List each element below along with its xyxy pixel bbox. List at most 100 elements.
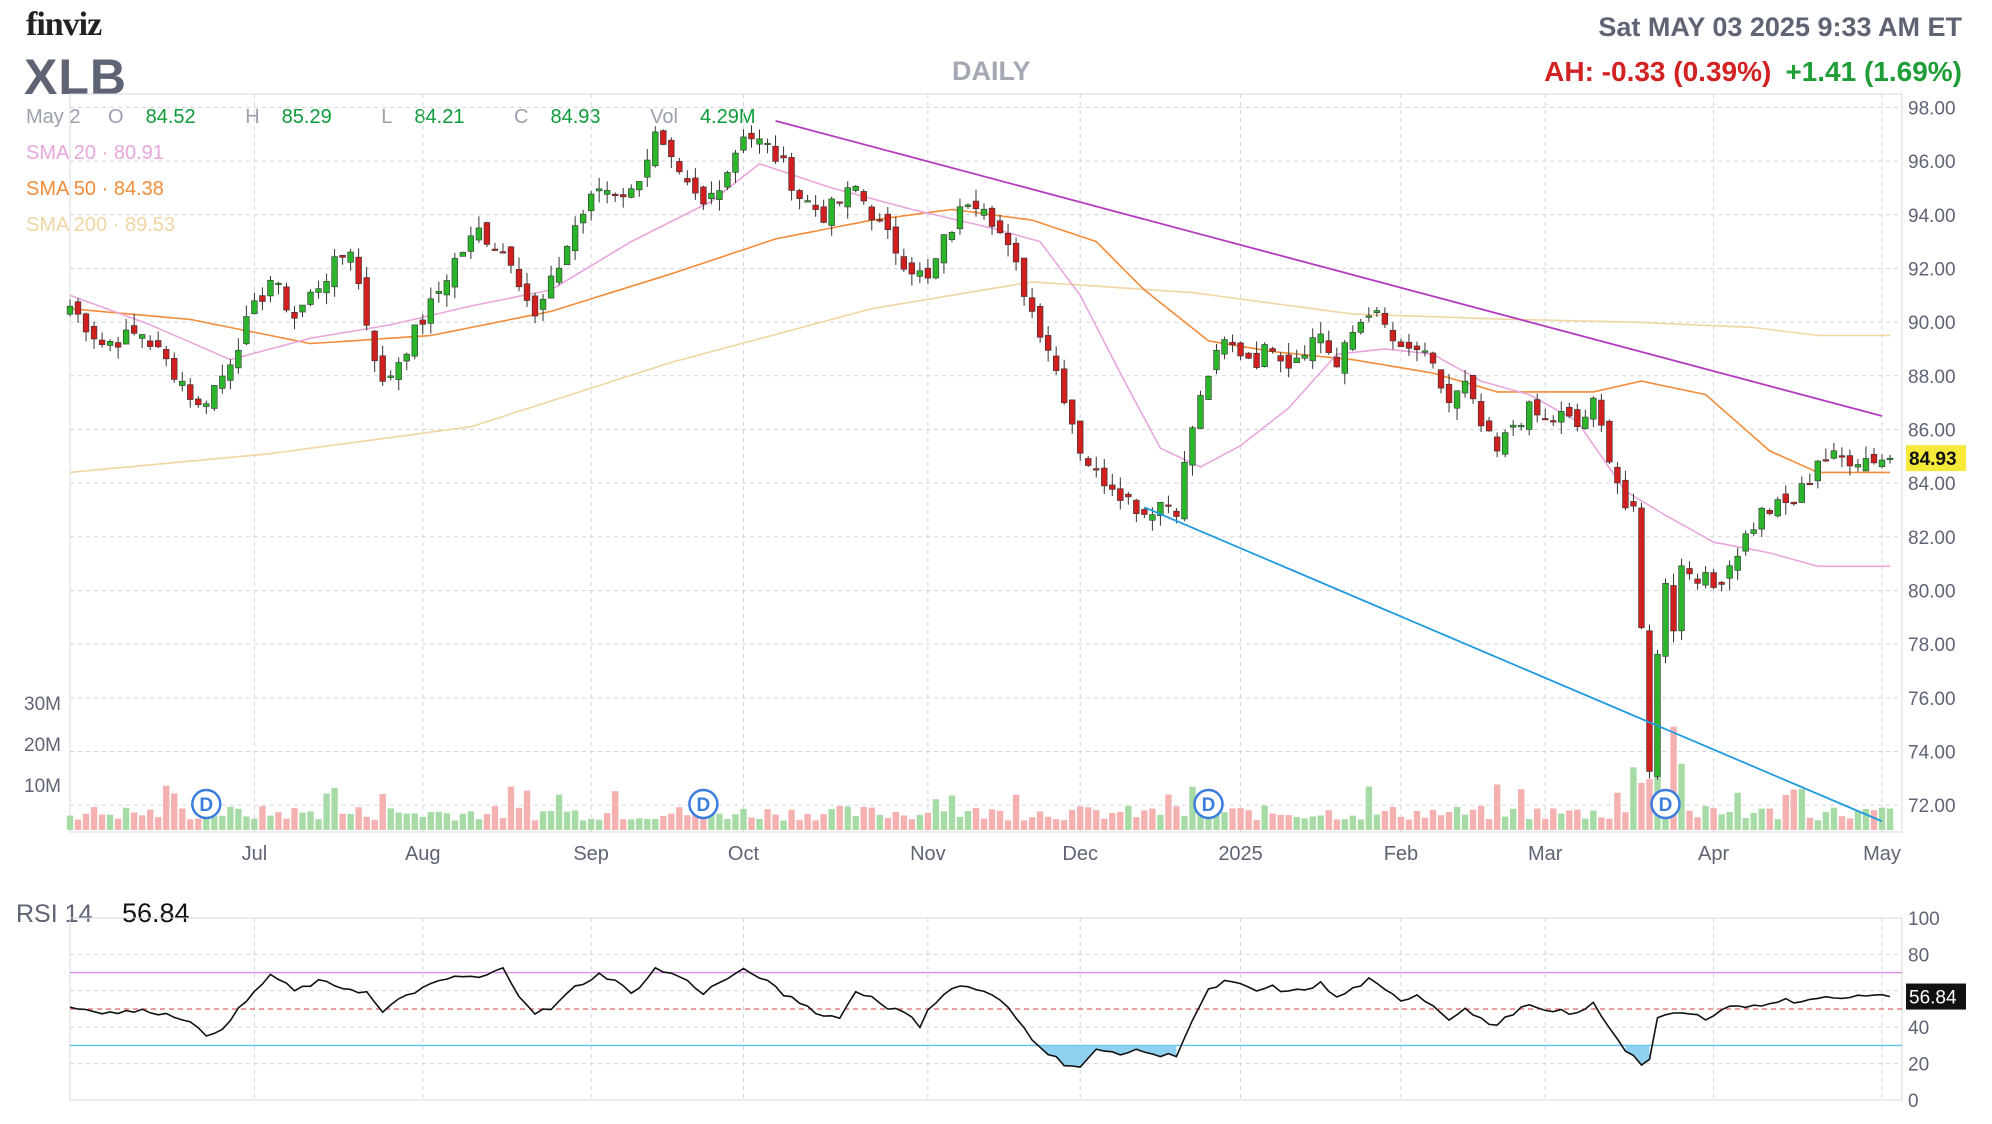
volume-bar <box>163 785 170 830</box>
price-tick-label: 88.00 <box>1908 367 1956 388</box>
candle-body <box>1245 352 1252 359</box>
volume-bar <box>331 787 338 830</box>
volume-bar <box>1028 817 1036 830</box>
candle-body <box>1614 466 1621 484</box>
volume-bar <box>980 818 988 830</box>
volume-bar <box>1221 812 1228 830</box>
volume-bar <box>1830 807 1838 830</box>
volume-bar <box>1710 808 1717 830</box>
volume-bar <box>692 813 699 830</box>
volume-bar <box>587 818 595 830</box>
volume-bar <box>1101 818 1108 830</box>
candle-body <box>1702 572 1709 586</box>
candle-body <box>1269 348 1276 352</box>
ohlc-close: C 84.93 <box>514 106 623 128</box>
price-tick-label: 82.00 <box>1908 528 1956 549</box>
candle-body <box>283 286 290 311</box>
candle-body <box>267 279 274 297</box>
volume-bar <box>419 816 426 830</box>
candle-body <box>1141 509 1148 515</box>
candle-body <box>732 152 739 173</box>
candle-body <box>1606 420 1613 463</box>
candle-body <box>90 326 98 340</box>
candle-body <box>187 384 194 400</box>
volume-bar <box>940 811 948 830</box>
candle-body <box>1253 352 1260 368</box>
volume-bar <box>756 819 763 830</box>
candle-body <box>363 277 370 326</box>
candle-body <box>1846 455 1854 467</box>
volume-bar <box>1678 763 1685 830</box>
candle-body <box>371 330 378 362</box>
candle-body <box>275 282 282 285</box>
volume-bar <box>708 811 715 830</box>
candle-body <box>1117 488 1124 501</box>
candle-body <box>1165 504 1172 507</box>
volume-bar <box>924 812 932 830</box>
candle-body <box>1389 329 1397 342</box>
candle-body <box>1566 406 1573 417</box>
candle-body <box>1012 242 1020 263</box>
volume-bar <box>1253 819 1260 830</box>
price-change: AH: -0.33 (0.39%) +1.41 (1.69%) <box>1544 56 1962 88</box>
ohlc-date: May 2 <box>26 106 81 128</box>
trendline-lower <box>1144 506 1883 823</box>
candle-body <box>499 251 507 254</box>
candle-body <box>916 270 924 277</box>
volume-bar <box>1485 819 1493 830</box>
finviz-logo[interactable]: finviz <box>26 6 102 43</box>
volume-bar <box>483 814 491 830</box>
candle-body <box>980 208 988 216</box>
low-value: 84.21 <box>414 106 465 128</box>
candle-body <box>1485 420 1493 432</box>
candle-body <box>708 192 715 200</box>
rsi-line <box>69 966 1891 1068</box>
candle-body <box>331 256 338 288</box>
volume-bar <box>612 791 619 830</box>
candle-body <box>684 178 691 183</box>
volume-bar <box>138 815 146 830</box>
volume-bar <box>1477 805 1485 830</box>
candle-body <box>1285 354 1292 369</box>
candle-body <box>82 313 90 333</box>
rsi-tick-label: 40 <box>1908 1018 1929 1039</box>
candle-body <box>403 353 410 362</box>
volume-bar <box>1806 817 1814 830</box>
volume-bar <box>1381 811 1389 830</box>
candle-body <box>419 319 426 325</box>
volume-bar <box>1237 808 1244 830</box>
candle-body <box>652 131 659 167</box>
volume-bar <box>1012 794 1020 830</box>
x-tick-label: Aug <box>405 843 441 865</box>
candle-body <box>555 267 563 283</box>
volume-bar <box>1269 813 1276 830</box>
volume-bar <box>1285 815 1292 830</box>
volume-bar <box>427 812 434 830</box>
candle-body <box>1221 339 1228 355</box>
rsi-value: 56.84 <box>122 898 190 928</box>
volume-bar <box>644 818 651 830</box>
dividend-marker <box>688 788 719 820</box>
volume-bar <box>1189 786 1196 830</box>
price-tick-label: 92.00 <box>1908 259 1956 280</box>
sma50-sep: · <box>101 178 109 200</box>
volume-bar <box>668 813 675 830</box>
candle-body <box>924 267 932 279</box>
volume-bar <box>1542 818 1549 830</box>
candle-body <box>491 248 499 251</box>
volume-bar <box>211 816 218 830</box>
candle-body <box>195 398 202 406</box>
volume-bar <box>1085 807 1092 830</box>
candle-body <box>291 312 298 319</box>
volume-bar <box>195 818 202 830</box>
volume-bar <box>1405 819 1413 830</box>
candle-body <box>876 219 883 222</box>
volume-bar <box>1493 784 1501 830</box>
volume-bar <box>114 818 122 830</box>
candle-body <box>1838 455 1846 458</box>
volume-bar <box>1558 813 1565 830</box>
candle-body <box>796 190 803 199</box>
candle-body <box>1678 565 1685 632</box>
candle-body <box>844 187 851 208</box>
